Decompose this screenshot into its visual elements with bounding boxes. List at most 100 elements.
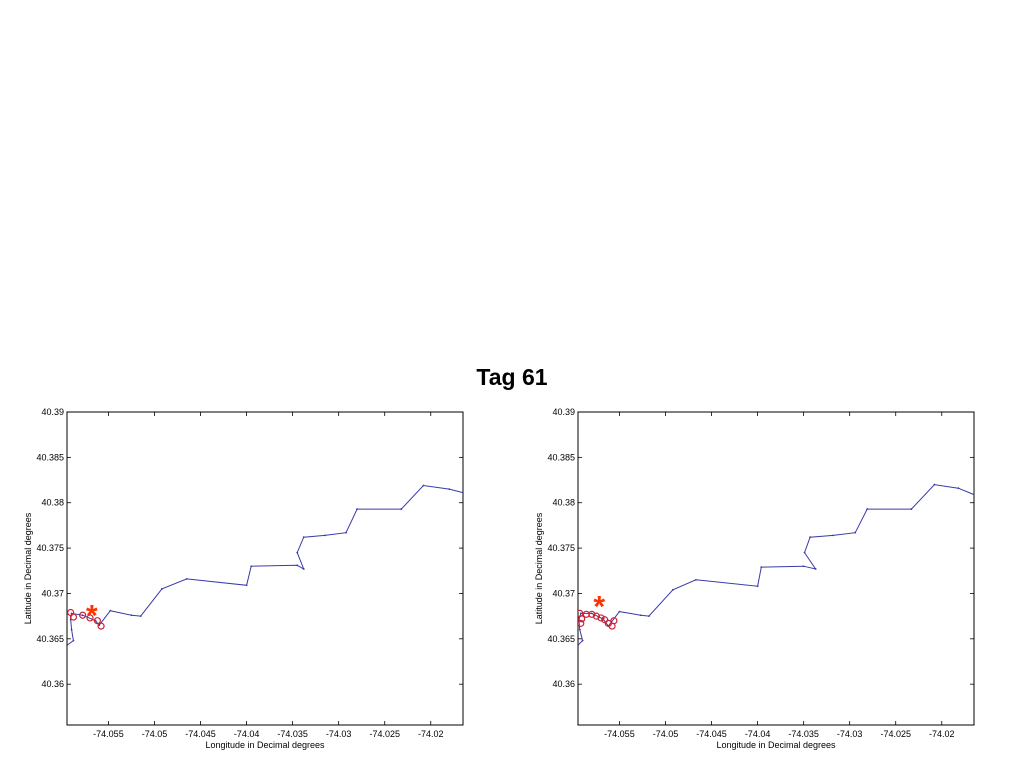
track-point — [356, 508, 358, 510]
x-tick-label: -74.055 — [604, 729, 635, 739]
track-point — [139, 615, 142, 618]
x-tick-label: -74.03 — [837, 729, 863, 739]
track-point — [296, 564, 299, 567]
detection-marker — [93, 617, 101, 625]
release-star-marker: * — [86, 599, 98, 632]
x-tick-label: -74.03 — [326, 729, 352, 739]
detection-marker — [79, 611, 87, 619]
x-tick-label: -74.045 — [185, 729, 216, 739]
track-point — [671, 588, 674, 591]
track-point — [578, 628, 581, 631]
right-track-plot: -74.055 -74.05 -74.045 -74.04 -74.035 -74.03 -… — [534, 407, 975, 750]
y-tick-label: 40.375 — [36, 543, 64, 553]
detection-marker — [97, 622, 105, 630]
x-tick-label: -74.04 — [234, 729, 260, 739]
track-point — [803, 551, 806, 554]
track-point — [866, 508, 869, 510]
y-tick-label: 40.385 — [547, 452, 575, 462]
x-tick-label: -74.025 — [369, 729, 400, 739]
y-tick-label: 40.37 — [552, 588, 575, 598]
track-point — [933, 483, 936, 486]
x-tick-label: -74.02 — [418, 729, 444, 739]
x-tick-label: -74.045 — [696, 729, 727, 739]
y-axis-label: Latitude in Decimal degrees — [534, 512, 544, 624]
track-point — [422, 484, 425, 487]
track-point — [462, 491, 463, 494]
track-point — [809, 536, 811, 539]
y-axis-label: Latitude in Decimal degrees — [23, 512, 33, 624]
track-point — [957, 487, 960, 490]
track-point — [910, 508, 913, 510]
detection-marker — [601, 616, 609, 624]
x-tick-label: -74.035 — [788, 729, 819, 739]
y-tick-label: 40.385 — [36, 452, 64, 462]
track-line — [578, 484, 974, 646]
track-point — [756, 585, 759, 588]
detection-marker — [610, 617, 618, 625]
left-track-plot: -74.055 -74.05 -74.045 -74.04 -74.035 -74.03 -… — [23, 407, 464, 750]
detection-marker — [69, 613, 78, 621]
y-tick-label: 40.37 — [41, 588, 64, 598]
y-tick-label: 40.38 — [552, 498, 575, 508]
track-point — [72, 639, 75, 642]
track-point — [250, 565, 253, 568]
track-point — [302, 536, 305, 539]
track-point — [160, 588, 163, 590]
track-point — [70, 628, 73, 631]
release-star-marker: * — [593, 590, 605, 623]
detection-marker — [588, 610, 596, 618]
track-point — [590, 612, 593, 615]
detection-marker — [592, 612, 601, 620]
track-point — [854, 531, 857, 534]
plot-frame — [577, 411, 975, 726]
x-tick-label: -74.035 — [277, 729, 308, 739]
x-axis-label: Longitude in Decimal degrees — [205, 740, 325, 750]
track-point — [448, 488, 451, 491]
x-axis-label: Longitude in Decimal degrees — [716, 740, 836, 750]
track-point — [579, 612, 582, 615]
track-point — [296, 551, 299, 554]
track-point — [302, 568, 305, 570]
detection-marker — [578, 615, 586, 623]
track-point — [639, 614, 642, 617]
track-point — [973, 493, 974, 496]
track-point — [81, 614, 84, 617]
y-tick-label: 40.39 — [41, 407, 64, 417]
x-tick-label: -74.04 — [745, 729, 771, 739]
y-tick-label: 40.36 — [552, 679, 575, 689]
y-tick-label: 40.365 — [547, 634, 575, 644]
track-point — [67, 644, 68, 647]
page-title: Tag 61 — [476, 364, 548, 390]
track-point — [185, 578, 188, 580]
x-tick-label: -74.025 — [880, 729, 911, 739]
track-point — [130, 614, 133, 617]
track-point — [694, 578, 697, 581]
x-tick-label: -74.05 — [653, 729, 679, 739]
track-point — [802, 565, 805, 568]
y-tick-label: 40.375 — [547, 543, 575, 553]
track-point — [832, 534, 834, 537]
track-point — [760, 566, 763, 569]
track-point — [94, 619, 97, 622]
track-point — [245, 584, 248, 587]
track-point — [581, 639, 584, 642]
detection-marker — [597, 614, 605, 622]
x-tick-label: -74.05 — [142, 729, 168, 739]
track-point — [400, 508, 403, 510]
x-tick-label: -74.02 — [929, 729, 955, 739]
track-point — [345, 531, 347, 534]
detection-marker — [578, 619, 585, 627]
track-point — [648, 615, 650, 618]
detection-marker — [86, 614, 94, 622]
plot-frame — [66, 411, 464, 726]
track-line — [67, 484, 463, 646]
track-point — [578, 644, 579, 647]
y-tick-label: 40.39 — [552, 407, 575, 417]
track-point — [109, 609, 112, 612]
y-tick-label: 40.38 — [41, 498, 64, 508]
x-tick-label: -74.055 — [93, 729, 124, 739]
track-point — [814, 568, 817, 570]
track-point — [618, 610, 621, 613]
y-tick-label: 40.36 — [41, 679, 64, 689]
y-tick-label: 40.365 — [36, 634, 64, 644]
